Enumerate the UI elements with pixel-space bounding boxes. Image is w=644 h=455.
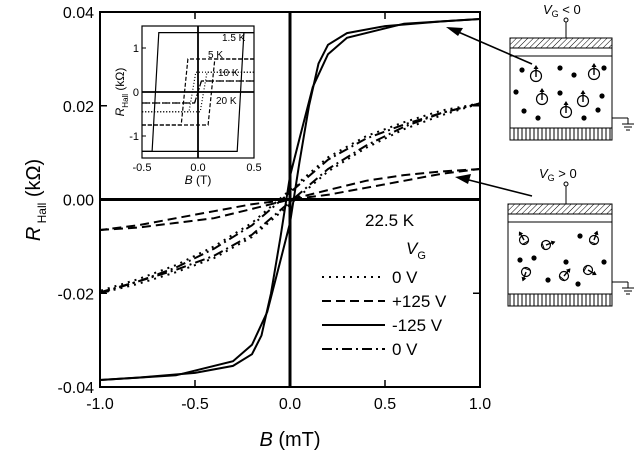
spin-arrowhead xyxy=(591,63,597,67)
carrier-dot xyxy=(563,259,569,265)
schematic-positive-label: VG > 0 xyxy=(539,166,577,183)
inset-x-tick-label: 0.5 xyxy=(246,162,261,174)
schematic-positive-gate: VG > 0 xyxy=(507,166,634,307)
gate-electrode-bottom xyxy=(507,203,613,215)
carrier-dot xyxy=(581,115,587,121)
series-line-4-down xyxy=(99,102,481,294)
x-tick-label: -1.0 xyxy=(86,396,114,413)
inset-series-group xyxy=(142,31,254,152)
random-spin-icon xyxy=(518,231,530,246)
inset-series-line-4-down xyxy=(142,80,254,104)
inset-y-tick-label: -1 xyxy=(129,131,139,143)
legend-title: VG xyxy=(406,239,426,262)
carrier-dot xyxy=(519,67,525,73)
random-spin-icon xyxy=(520,266,532,282)
schematic-negative-gate: VG < 0 xyxy=(509,2,634,141)
carrier-dot xyxy=(535,115,541,121)
y-axis-title: R Hall (kΩ) xyxy=(23,159,49,241)
spin-arrowhead xyxy=(563,101,569,105)
carrier-dot xyxy=(575,281,581,287)
y-tick-label: -0.04 xyxy=(58,380,95,397)
x-tick-label: 0.0 xyxy=(279,396,301,413)
x-axis-title: B (mT) xyxy=(259,429,320,451)
main-axis-ticks: -1.0 -0.5 0.0 0.5 1.00.040.020.00-0.02-0.04 xyxy=(58,5,492,413)
legend-label: 0 V xyxy=(392,340,418,359)
arrow-to-positive-schematic xyxy=(455,174,533,197)
main-series-group xyxy=(99,18,481,381)
inset-temp-label: 5 K xyxy=(208,50,223,61)
inset-y-axis-title: RHall (kΩ) xyxy=(113,68,130,117)
carrier-dot xyxy=(599,93,605,99)
series-line-3-up xyxy=(99,18,481,381)
substrate-top xyxy=(509,127,613,141)
carrier-dot xyxy=(513,89,519,95)
inset-series-line-2-down xyxy=(142,58,254,126)
inset-y-tick-label: 0 xyxy=(133,87,139,99)
legend-label: 0 V xyxy=(392,268,418,287)
inset-x-axis-title: B (T) xyxy=(185,173,212,187)
random-spin-icon xyxy=(540,239,556,251)
series-line-2-down xyxy=(99,168,481,231)
legend: VG 0 V +125 V -125 V 0 V xyxy=(322,239,447,359)
random-spin-icon xyxy=(588,230,600,246)
legend-label: +125 V xyxy=(392,292,447,311)
carrier-dot xyxy=(517,257,523,263)
x-tick-label: 0.5 xyxy=(374,396,396,413)
y-tick-label: 0.02 xyxy=(63,99,94,116)
y-tick-label: -0.02 xyxy=(58,286,95,303)
carrier-dot xyxy=(521,108,527,114)
carrier-dot xyxy=(557,90,563,96)
inset-series-line-3-down xyxy=(142,71,254,113)
inset-axis-ticks: -0.5 0.0 0.5 1 0 -1 xyxy=(129,43,261,174)
inset-temp-label: 1.5 K xyxy=(222,33,246,44)
temperature-annotation: 22.5 K xyxy=(365,211,415,230)
series-line-4-up xyxy=(99,102,481,295)
inset-temperature-labels: 1.5 K 5 K 10 K 20 K xyxy=(208,33,246,107)
carrier-dot xyxy=(545,277,551,283)
random-spin-icon xyxy=(582,264,597,276)
inset-temp-label: 10 K xyxy=(218,68,239,79)
inset-series-line-3-up xyxy=(142,71,254,113)
carrier-dot xyxy=(595,107,601,113)
spin-arrowhead xyxy=(580,90,586,94)
inset-x-tick-label: 0.0 xyxy=(190,162,205,174)
carrier-dot xyxy=(557,65,563,71)
gate-electrode-top xyxy=(509,37,613,49)
insulator-bottom xyxy=(507,213,613,223)
carrier-dot xyxy=(601,65,607,71)
svg-text:R Hall (kΩ): R Hall (kΩ) xyxy=(23,159,49,241)
arrow-to-negative-schematic xyxy=(446,27,533,65)
y-tick-label: 0.04 xyxy=(63,5,94,22)
y-tick-label: 0.00 xyxy=(63,193,94,210)
substrate-bottom xyxy=(507,293,613,307)
svg-text:RHall (kΩ): RHall (kΩ) xyxy=(113,68,130,117)
random-spin-icon xyxy=(558,268,571,282)
carrier-dot xyxy=(571,72,577,78)
carrier-dot xyxy=(577,233,583,239)
legend-label: -125 V xyxy=(392,316,443,335)
series-line-3-down xyxy=(99,18,481,381)
carrier-dot xyxy=(601,259,607,265)
x-tick-label: -0.5 xyxy=(181,396,209,413)
inset-temp-label: 20 K xyxy=(216,96,237,107)
inset-y-tick-label: 1 xyxy=(133,43,139,55)
insulator-top xyxy=(509,47,613,57)
channel-bottom xyxy=(507,221,613,295)
spin-arrowhead xyxy=(539,88,545,92)
schematic-negative-label: VG < 0 xyxy=(543,2,581,19)
carrier-dot xyxy=(531,255,537,261)
spin-arrowhead xyxy=(533,65,539,69)
series-line-2-up xyxy=(99,168,481,231)
x-tick-label: 1.0 xyxy=(469,396,491,413)
inset-x-tick-label: -0.5 xyxy=(133,162,152,174)
inset-series-line-1-down xyxy=(142,31,254,152)
